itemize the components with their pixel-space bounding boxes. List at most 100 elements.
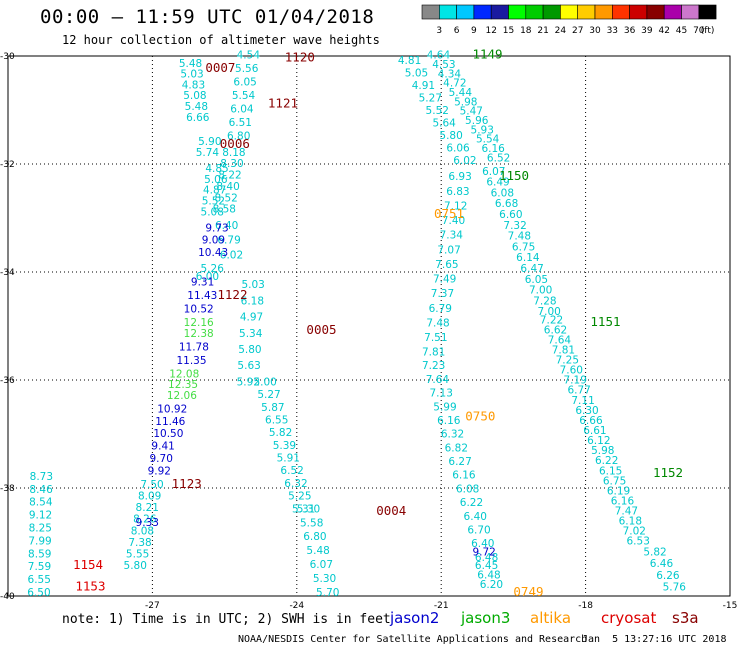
- pass-time-label: 1149: [472, 47, 502, 62]
- wave-height-value: 5.82: [643, 547, 666, 559]
- wave-height-value: 5.54: [232, 90, 256, 102]
- wave-height-value: 12.38: [184, 328, 214, 340]
- color-scale-legend: 3 6 9 12 15 18 21 24 27 30 33 36 39 42 45 70(ft): [421, 4, 717, 36]
- wave-height-value: 5.93: [471, 124, 494, 136]
- wave-height-value: 7.64: [426, 374, 450, 386]
- wave-height-value: 6.79: [217, 235, 240, 247]
- wave-height-value: 6.18: [241, 295, 264, 307]
- scale-label: 9: [471, 26, 477, 36]
- wave-height-value: 4.34: [438, 68, 462, 80]
- wave-height-value: 7.07: [437, 244, 460, 256]
- pass-time-label: 1152: [653, 465, 683, 480]
- wave-height-value: 9.72: [472, 547, 495, 559]
- wave-height-value: 5.34: [239, 328, 263, 340]
- wave-height-value: 8.46: [29, 484, 53, 496]
- wave-height-value: 6.77: [567, 385, 590, 397]
- wave-height-value: 7.81: [422, 347, 445, 359]
- wave-height-value: 5.76: [663, 582, 687, 594]
- wave-height-value: 5.26: [201, 263, 225, 275]
- wave-height-value: 6.60: [499, 209, 522, 221]
- wave-height-value: 7.02: [623, 526, 646, 538]
- wave-height-value: 6.22: [460, 497, 483, 509]
- wave-height-value: 7.34: [440, 230, 464, 242]
- y-tick-label: -32: [0, 160, 15, 170]
- chart-title: 00:00 – 11:59 UTC 01/04/2018: [40, 6, 375, 28]
- wave-height-value: 6.66: [579, 415, 603, 427]
- wave-height-value: 5.08: [201, 206, 224, 218]
- wave-height-value: 6.47: [520, 263, 543, 275]
- wave-height-value: 7.50: [140, 479, 163, 491]
- wave-height-value: 7.64: [548, 334, 572, 346]
- wave-height-value: 6.08: [491, 187, 514, 199]
- wave-height-value: 8.25: [29, 523, 52, 535]
- wave-height-value: 6.16: [611, 495, 635, 507]
- footer-note: note: 1) Time is in UTC; 2) SWH is in fe…: [62, 612, 391, 627]
- legend-cryosat: cryosat: [601, 609, 657, 627]
- wave-height-value: 5.63: [237, 360, 260, 372]
- wave-height-value: 6.93: [448, 171, 471, 183]
- wave-height-value: 11.78: [179, 341, 209, 353]
- wave-height-value: 12.06: [167, 390, 197, 402]
- pass-time-label: 1121: [268, 95, 298, 110]
- pass-time-label: 0004: [376, 503, 406, 518]
- wave-height-value: 8.30: [220, 158, 243, 170]
- wave-height-value: 6.02: [220, 250, 243, 262]
- wave-height-value: 6.16: [481, 143, 505, 155]
- wave-height-value: 4.72: [443, 78, 466, 90]
- wave-height-value: 9.41: [151, 441, 174, 453]
- wave-height-value: 5.52: [426, 105, 449, 117]
- wave-height-value: 6.26: [656, 570, 680, 582]
- wave-height-value: 4.91: [412, 80, 435, 92]
- wave-height-value: 4.54: [237, 50, 261, 62]
- wave-height-value: 7.00: [537, 306, 560, 318]
- generation-timestamp: Jan 5 13:27:16 UTC 2018: [582, 634, 727, 645]
- wave-height-value: 6.70: [467, 525, 490, 537]
- wave-height-value: 4.53: [432, 59, 455, 71]
- wave-height-value: 5.08: [183, 90, 206, 102]
- wave-height-value: 8.21: [136, 502, 159, 514]
- wave-height-value: 8.54: [29, 497, 53, 509]
- pass-time-label: 0007: [205, 60, 235, 75]
- wave-height-value: 7.65: [435, 259, 458, 271]
- wave-height-value: 5.00: [253, 376, 276, 388]
- wave-height-value: 5.30: [297, 503, 320, 515]
- pass-time-label: 1150: [499, 168, 529, 183]
- wave-height-value: 6.05: [233, 77, 256, 89]
- wave-height-value: 5.30: [313, 573, 336, 585]
- wave-height-value: 6.82: [445, 442, 468, 454]
- scale-label: 27: [572, 26, 583, 36]
- pass-time-label: 1154: [73, 557, 103, 572]
- pass-time-label: 1123: [172, 476, 202, 491]
- wave-height-value: 6.51: [229, 117, 252, 129]
- wave-height-value: 8.18: [222, 147, 245, 159]
- wave-height-value: 8.09: [138, 491, 161, 503]
- map-frame: [7, 55, 731, 597]
- wave-height-value: 7.28: [533, 295, 556, 307]
- wave-height-value: 5.56: [235, 63, 259, 75]
- wave-height-value: 5.58: [300, 517, 323, 529]
- wave-height-value: 5.27: [257, 389, 280, 401]
- wave-height-value: 5.44: [449, 87, 473, 99]
- wave-height-value: 4.64: [427, 50, 451, 62]
- wave-height-value: 4.83: [182, 79, 205, 91]
- pass-time-label: 1151: [590, 314, 620, 329]
- wave-height-value: 9.73: [205, 223, 228, 235]
- wave-height-value: 7.81: [552, 344, 575, 356]
- wave-height-value: 5.48: [185, 101, 208, 113]
- pass-time-label: 0006: [220, 136, 250, 151]
- wave-height-value: 9.09: [202, 235, 225, 247]
- scale-label: 42: [658, 26, 669, 36]
- wave-height-value: 10.52: [184, 304, 214, 316]
- wave-height-value: 6.52: [280, 465, 303, 477]
- y-tick-label: -40: [0, 592, 15, 602]
- wave-height-value: 5.82: [269, 427, 292, 439]
- wave-height-value: 6.75: [603, 475, 626, 487]
- wave-height-value: 6.20: [480, 579, 503, 591]
- wave-height-value: 5.96: [465, 115, 489, 127]
- wave-height-value: 6.40: [464, 511, 487, 523]
- pass-time-label: 1122: [217, 287, 247, 302]
- wave-height-value: 5.80: [439, 130, 462, 142]
- wave-height-value: 6.04: [230, 104, 254, 116]
- scale-label: 12: [485, 26, 496, 36]
- wave-height-value: 5.90: [198, 136, 221, 148]
